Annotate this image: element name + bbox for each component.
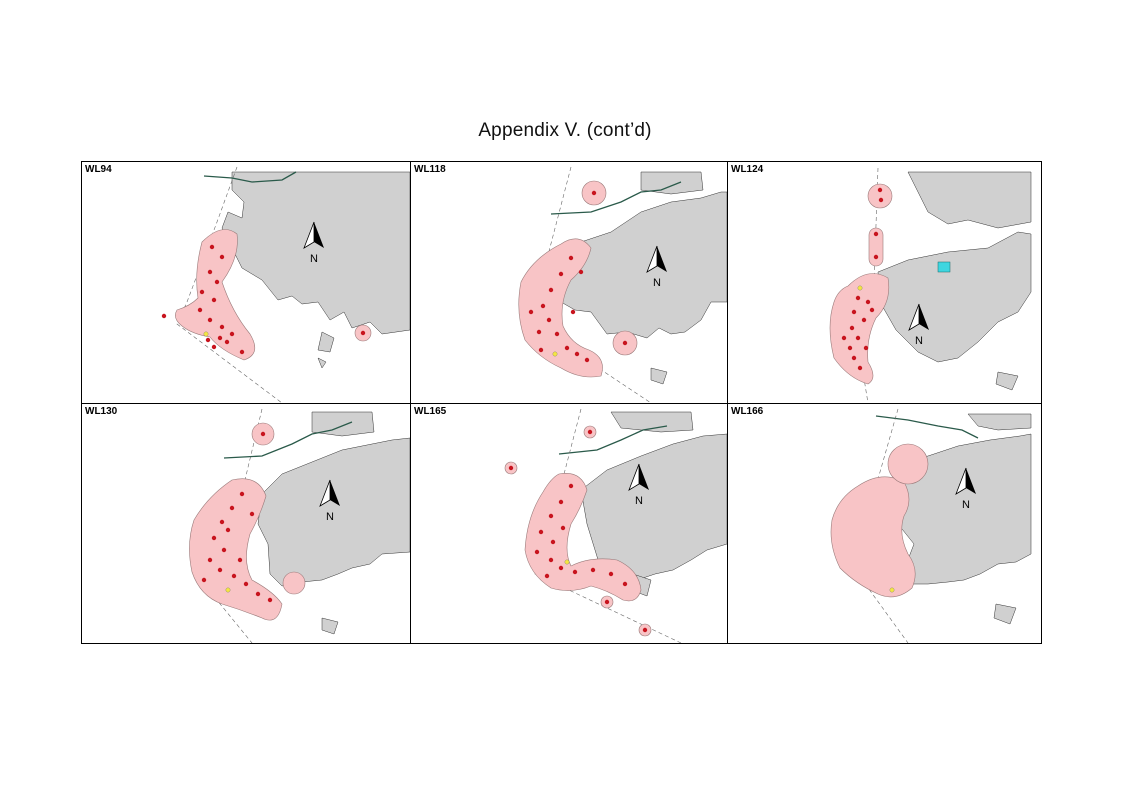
map-panel-wl124: WL124 N — [728, 162, 1041, 403]
map-wl130: N — [189, 408, 410, 643]
page-title: Appendix V. (cont’d) — [478, 120, 652, 141]
map-wl165: N — [504, 408, 727, 643]
north-label: N — [915, 335, 923, 347]
map-wl124: N — [829, 167, 1032, 403]
location-points — [841, 187, 884, 371]
home-range-polygon — [282, 571, 306, 595]
landmass — [257, 437, 410, 587]
release-point — [225, 587, 231, 593]
north-label: N — [310, 253, 318, 265]
island — [317, 357, 327, 369]
landmass — [877, 231, 1032, 363]
island — [317, 331, 335, 353]
road — [558, 425, 668, 455]
landmass — [610, 411, 694, 433]
island — [650, 367, 668, 385]
release-point — [203, 331, 209, 337]
landmass — [640, 171, 704, 195]
freshwater-body — [937, 261, 951, 273]
location-points — [161, 244, 245, 355]
panel-label: WL130 — [85, 406, 118, 417]
north-label: N — [653, 277, 661, 289]
road — [223, 421, 353, 459]
north-arrow: N — [955, 467, 976, 511]
north-arrow: N — [319, 479, 340, 523]
boundary-line — [857, 408, 909, 643]
north-label: N — [326, 511, 334, 523]
home-range-polygon — [829, 273, 890, 385]
release-point — [564, 559, 570, 565]
location-points — [508, 429, 648, 633]
road — [550, 181, 682, 215]
panel-label: WL94 — [85, 164, 112, 175]
north-arrow: N — [908, 303, 929, 347]
landmass — [907, 171, 1032, 229]
map-wl94: N — [161, 166, 410, 403]
panel-label: WL166 — [731, 406, 764, 417]
home-range-polygon — [868, 227, 884, 267]
home-range-polygon — [518, 238, 603, 378]
grid-divider — [727, 162, 728, 643]
north-arrow: N — [646, 245, 667, 289]
map-panel-wl94: WL94 N — [82, 162, 410, 403]
location-points — [201, 431, 273, 603]
release-point — [889, 587, 895, 593]
north-label: N — [962, 499, 970, 511]
release-point — [552, 351, 558, 357]
grid-divider — [410, 162, 411, 643]
road — [203, 171, 297, 183]
landmass — [967, 413, 1032, 431]
landmass — [221, 171, 410, 335]
home-range-polygon — [830, 476, 916, 598]
home-range-polygon — [887, 443, 929, 485]
boundary-line — [211, 408, 263, 643]
island — [995, 371, 1019, 391]
panel-label: WL165 — [414, 406, 447, 417]
road — [875, 415, 979, 439]
landmass — [311, 411, 375, 437]
island — [321, 617, 339, 635]
map-panel-wl118: WL118 N — [411, 162, 727, 403]
boundary-line — [534, 408, 682, 643]
island — [993, 603, 1017, 625]
home-range-polygon — [524, 473, 642, 602]
map-wl166: N — [830, 408, 1032, 643]
north-label: N — [635, 495, 643, 507]
boundary-line — [176, 166, 283, 403]
map-grid: WL94 N — [81, 161, 1042, 644]
north-arrow: N — [303, 221, 324, 265]
map-wl118: N — [518, 166, 727, 403]
panel-label: WL124 — [731, 164, 764, 175]
location-point — [360, 330, 366, 336]
home-range-polygon — [189, 478, 283, 621]
north-arrow: N — [628, 463, 649, 507]
map-panel-wl165: WL165 — [411, 404, 727, 643]
landmass — [560, 191, 727, 339]
home-range-polygon — [867, 183, 893, 209]
map-panel-wl166: WL166 N — [728, 404, 1041, 643]
boundary-line — [857, 167, 879, 403]
location-points — [528, 190, 628, 363]
grid-divider — [82, 403, 1041, 404]
release-point — [857, 285, 863, 291]
panel-label: WL118 — [414, 164, 446, 175]
map-panel-wl130: WL130 N — [82, 404, 410, 643]
home-range-polygon — [175, 229, 256, 361]
